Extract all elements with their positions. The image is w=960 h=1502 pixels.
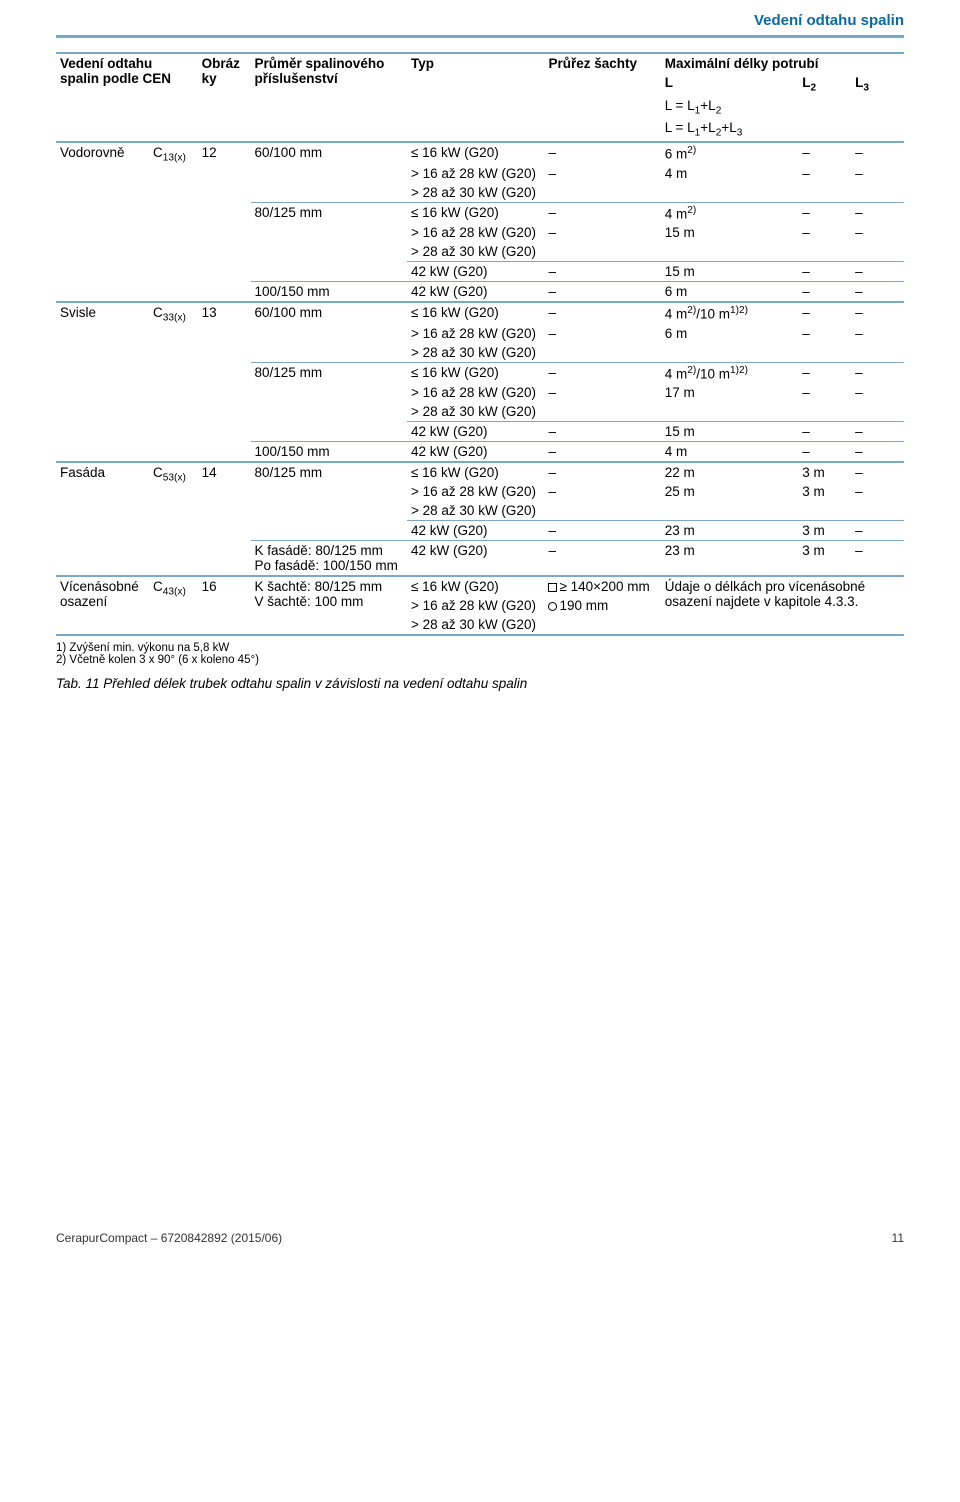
pipe-length-table: Vedení odtahu spalin podle CEN Obráz ky … xyxy=(56,52,904,636)
th-maxlen: Maximální délky potrubí xyxy=(661,53,904,73)
th-cen: Vedení odtahu spalin podle CEN xyxy=(56,53,198,142)
th-obrazky: Obráz ky xyxy=(198,53,251,142)
footnotes: 1) Zvýšení min. výkonu na 5,8 kW 2) Včet… xyxy=(56,642,904,666)
page-footer: CerapurCompact – 6720842892 (2015/06) 11 xyxy=(56,1231,904,1245)
footer-left: CerapurCompact – 6720842892 (2015/06) xyxy=(56,1231,282,1245)
footer-page-number: 11 xyxy=(892,1231,904,1245)
table-row: Svisle C33(x) 13 60/100 mm ≤ 16 kW (G20)… xyxy=(56,302,904,324)
table-header: Vedení odtahu spalin podle CEN Obráz ky … xyxy=(56,53,904,142)
th-l-eq2: L = L1+L2+L3 xyxy=(661,118,798,142)
page-header: Vedení odtahu spalin xyxy=(56,0,904,38)
footnote-2: 2) Včetně kolen 3 x 90° (6 x koleno 45°) xyxy=(56,654,904,666)
th-l2: L2 xyxy=(798,73,851,96)
th-prumer: Průměr spalinového příslušenství xyxy=(251,53,407,142)
table-caption: Tab. 11 Přehled délek trubek odtahu spal… xyxy=(56,676,904,691)
circle-icon xyxy=(548,602,557,611)
table-row: Vícenásobné osazení C43(x) 16 K šachtě: … xyxy=(56,576,904,596)
table-row: Vodorovně C13(x) 12 60/100 mm ≤ 16 kW (G… xyxy=(56,142,904,164)
footnote-1: 1) Zvýšení min. výkonu na 5,8 kW xyxy=(56,642,904,654)
th-typ: Typ xyxy=(407,53,544,142)
th-l-eq1: L = L1+L2 xyxy=(661,96,798,119)
th-prurez: Průřez šachty xyxy=(544,53,660,142)
square-icon xyxy=(548,583,557,592)
table-row: Fasáda C53(x) 14 80/125 mm ≤ 16 kW (G20)… xyxy=(56,462,904,482)
th-l3: L3 xyxy=(851,73,904,96)
th-l: L xyxy=(661,73,798,96)
